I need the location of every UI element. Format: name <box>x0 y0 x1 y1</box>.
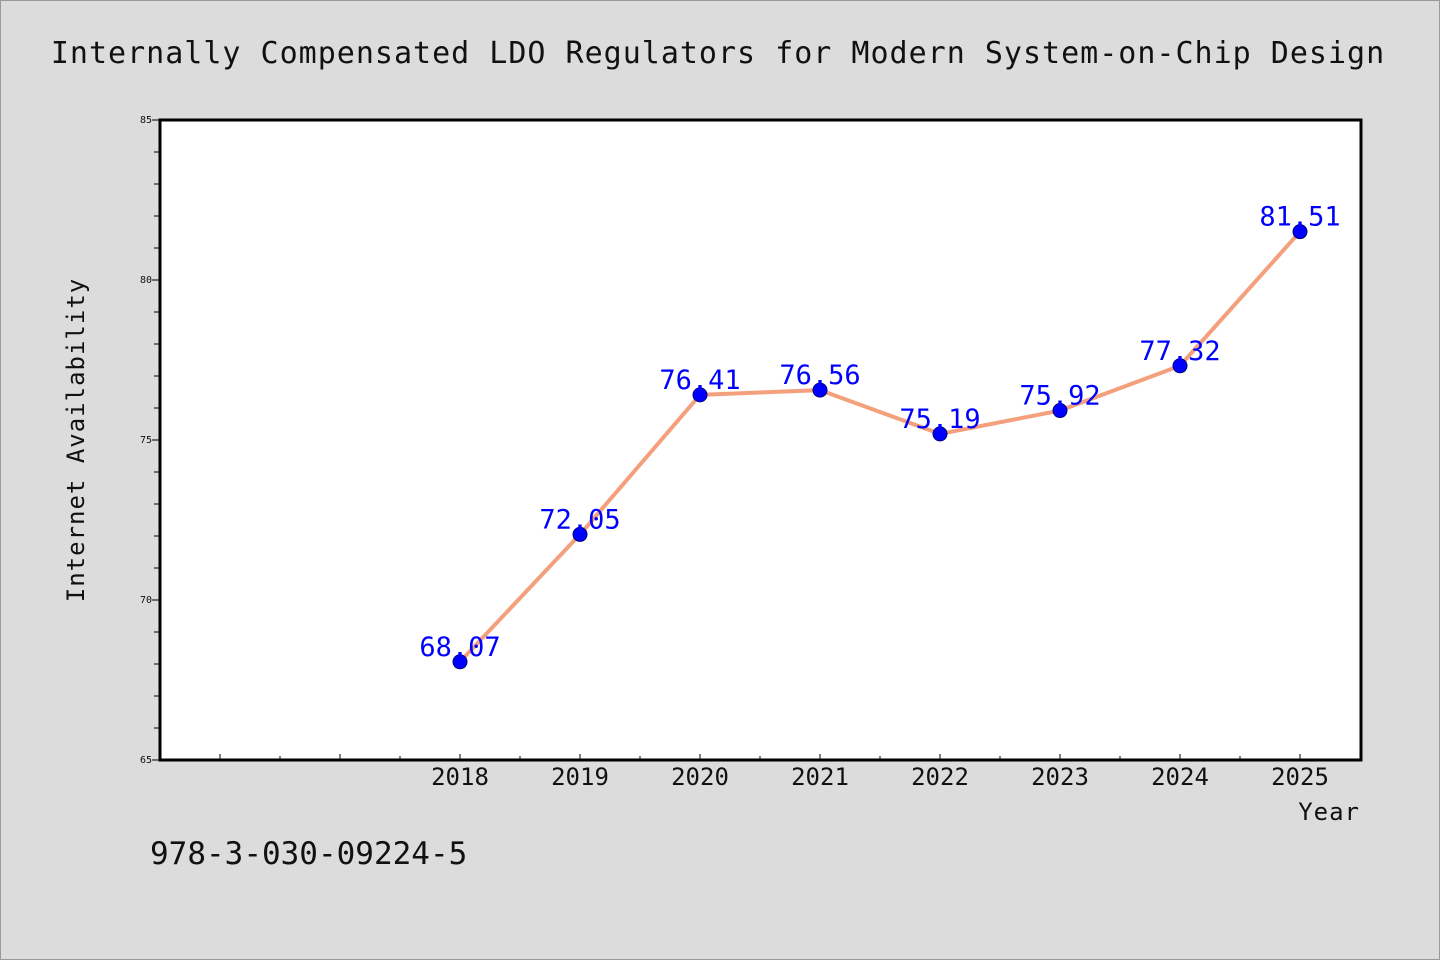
data-point <box>1292 224 1308 240</box>
x-tick-label: 2018 <box>431 763 489 791</box>
data-point <box>1052 403 1068 419</box>
chart-title: Internally Compensated LDO Regulators fo… <box>51 36 1385 71</box>
x-axis-label: Year <box>1298 798 1360 826</box>
data-point <box>932 426 948 442</box>
data-label: 76.56 <box>779 360 860 391</box>
data-label: 77.32 <box>1139 336 1220 367</box>
data-label: 76.41 <box>659 365 740 396</box>
y-axis-label: Internet Availability <box>62 278 90 602</box>
x-axis-ticks: 2018 2019 2020 2021 2022 2023 2024 2025 <box>219 754 1329 791</box>
x-tick-label: 2022 <box>911 763 969 791</box>
y-tick-label: 85 <box>140 115 152 126</box>
y-tick-label: 80 <box>140 275 152 286</box>
x-tick-label: 2019 <box>551 763 609 791</box>
x-tick-label: 2025 <box>1271 763 1329 791</box>
y-tick-label: 70 <box>140 595 152 606</box>
data-point <box>692 387 708 403</box>
plot-area <box>158 118 1363 762</box>
data-labels-layer: 68.07 72.05 76.41 76.56 75.19 75.92 77.32 81.51 <box>419 202 1340 663</box>
data-point <box>452 654 468 670</box>
data-label: 68.07 <box>419 632 500 663</box>
x-tick-label: 2024 <box>1151 763 1209 791</box>
data-label: 75.92 <box>1019 381 1100 412</box>
y-axis-ticks: 65 70 75 80 85 <box>140 115 160 766</box>
x-tick-label: 2020 <box>671 763 729 791</box>
data-point <box>812 382 828 398</box>
series-layer <box>452 224 1308 670</box>
data-label: 75.19 <box>899 404 980 435</box>
data-point <box>1172 358 1188 374</box>
x-tick-label: 2021 <box>791 763 849 791</box>
y-tick-label: 65 <box>140 755 152 766</box>
y-tick-label: 75 <box>140 435 152 446</box>
data-label: 72.05 <box>539 504 620 535</box>
x-tick-label: 2023 <box>1031 763 1089 791</box>
data-point <box>572 526 588 542</box>
data-label: 81.51 <box>1259 202 1340 233</box>
isbn-text: 978-3-030-09224-5 <box>150 836 467 872</box>
series-line <box>458 229 1302 664</box>
